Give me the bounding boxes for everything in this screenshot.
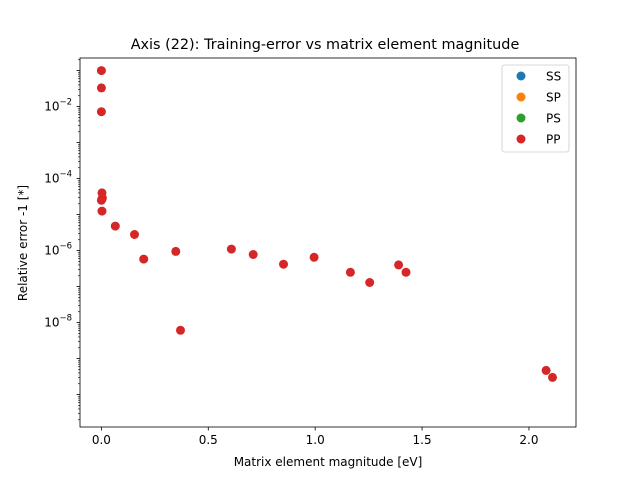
data-point-pp [541,365,551,375]
legend-marker-sp [516,92,526,102]
legend-label-pp: PP [546,133,560,147]
legend-label-ps: PS [546,112,561,126]
data-point-pp [365,278,375,287]
legend-marker-pp [516,134,526,144]
x-tick-label: 1.5 [413,433,432,447]
legend-label-ss: SS [546,70,561,84]
chart-title: Axis (22): Training-error vs matrix elem… [131,37,520,53]
x-tick-label: 0.5 [199,433,218,447]
y-tick-label: 10−6 [44,242,72,258]
data-point-pp [96,107,106,117]
x-tick-label: 1.0 [306,433,325,447]
data-point-pp [96,83,106,93]
data-point-pp [248,250,258,259]
data-point-pp [110,221,120,231]
data-point-pp [394,260,404,270]
y-tick-label: 10−4 [44,170,72,186]
plot-frame [79,57,577,428]
data-point-pp [401,267,411,277]
data-point-pp [548,372,557,382]
legend-marker-ss [516,71,526,81]
data-point-pp [130,230,139,239]
y-axis-label: Relative error -1 [*] [16,185,30,301]
y-tick-label: 10−8 [44,314,72,330]
y-tick-label: 10−2 [44,98,72,114]
legend-box [501,64,570,153]
x-tick-label: 0.0 [92,433,111,447]
data-point-pp [97,206,107,216]
data-point-pp [345,267,355,277]
data-point-pp [96,195,106,205]
data-point-pp [139,254,149,264]
data-point-pp [96,66,106,76]
x-tick-label: 2.0 [519,433,538,447]
data-point-pp [226,244,236,254]
legend: SS SP PS PP [501,64,570,153]
data-point-pp [279,259,288,269]
plot-area: 0.0 0.5 1.0 1.5 2.0 10−8 10−6 10−4 10−2 [44,57,577,447]
data-point-pp [309,252,319,262]
data-point-pp [171,246,181,256]
legend-marker-ps [516,113,526,123]
data-point-pp [176,325,185,335]
x-axis-label: Matrix element magnitude [eV] [234,455,423,469]
legend-label-sp: SP [546,91,561,105]
